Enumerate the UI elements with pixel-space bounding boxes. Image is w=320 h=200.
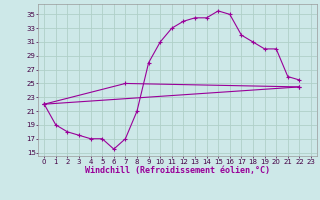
- X-axis label: Windchill (Refroidissement éolien,°C): Windchill (Refroidissement éolien,°C): [85, 166, 270, 175]
